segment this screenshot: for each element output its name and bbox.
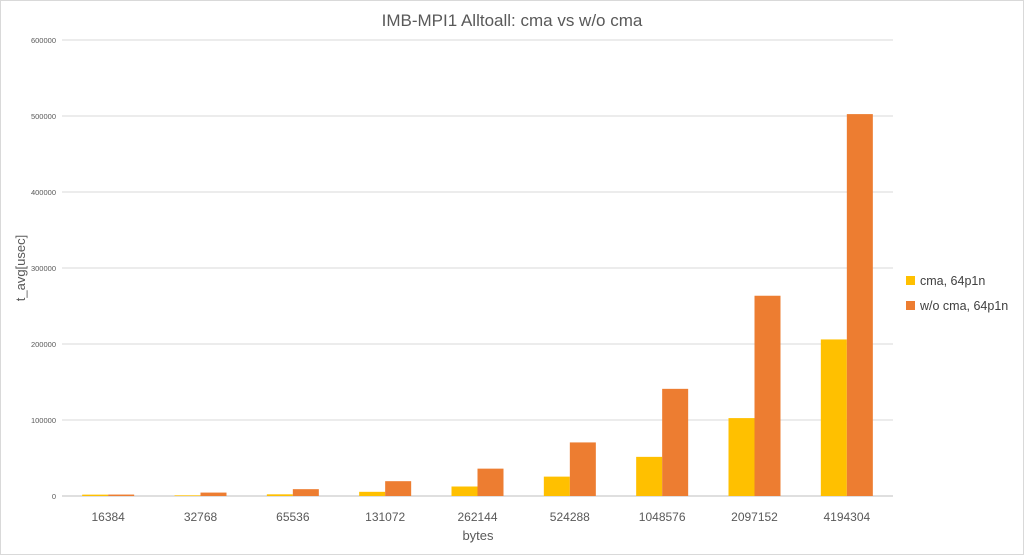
x-tick-label: 4194304 [823, 510, 870, 524]
bar-wo-cma-1048576 [662, 388, 689, 496]
legend-label: cma, 64p1n [920, 274, 985, 288]
bar-wo-cma-32768 [200, 492, 227, 496]
x-tick-label: 131072 [365, 510, 405, 524]
bar-wo-cma-262144 [477, 468, 504, 496]
x-tick-label: 32768 [184, 510, 218, 524]
bars [82, 114, 873, 496]
x-tick-label: 16384 [91, 510, 125, 524]
chart-title: IMB-MPI1 Alltoall: cma vs w/o cma [382, 11, 643, 30]
x-axis-label: bytes [462, 528, 494, 543]
y-tick-label: 300000 [31, 264, 56, 273]
x-tick-label: 524288 [550, 510, 590, 524]
bar-wo-cma-524288 [569, 442, 596, 496]
bar-cma-1048576 [636, 456, 663, 496]
bar-cma-32768 [174, 495, 201, 496]
bar-cma-2097152 [728, 418, 755, 496]
bar-cma-16384 [82, 494, 109, 496]
legend: cma, 64p1n w/o cma, 64p1n [906, 274, 1008, 313]
bar-cma-65536 [266, 494, 293, 496]
bar-cma-262144 [451, 486, 478, 496]
bar-cma-524288 [543, 476, 570, 496]
y-axis-ticks: 0 100000 200000 300000 400000 500000 600000 [31, 36, 56, 501]
y-tick-label: 0 [52, 492, 56, 501]
x-tick-label: 1048576 [639, 510, 686, 524]
bar-wo-cma-131072 [385, 481, 412, 496]
x-tick-label: 262144 [457, 510, 497, 524]
y-axis-label: t_avg[usec] [13, 235, 28, 302]
bar-cma-4194304 [820, 339, 847, 496]
y-tick-label: 100000 [31, 416, 56, 425]
x-tick-label: 65536 [276, 510, 310, 524]
x-axis-ticks: 16384 32768 65536 131072 262144 524288 1048576… [91, 510, 870, 524]
x-tick-label: 2097152 [731, 510, 778, 524]
bar-wo-cma-2097152 [754, 295, 781, 496]
bar-wo-cma-65536 [292, 489, 319, 496]
legend-swatch [906, 276, 915, 285]
bar-cma-131072 [359, 491, 386, 496]
legend-label: w/o cma, 64p1n [919, 299, 1008, 313]
y-tick-label: 600000 [31, 36, 56, 45]
bar-wo-cma-16384 [108, 494, 135, 496]
legend-swatch [906, 301, 915, 310]
y-tick-label: 200000 [31, 340, 56, 349]
y-tick-label: 500000 [31, 112, 56, 121]
y-tick-label: 400000 [31, 188, 56, 197]
bar-wo-cma-4194304 [846, 114, 873, 496]
